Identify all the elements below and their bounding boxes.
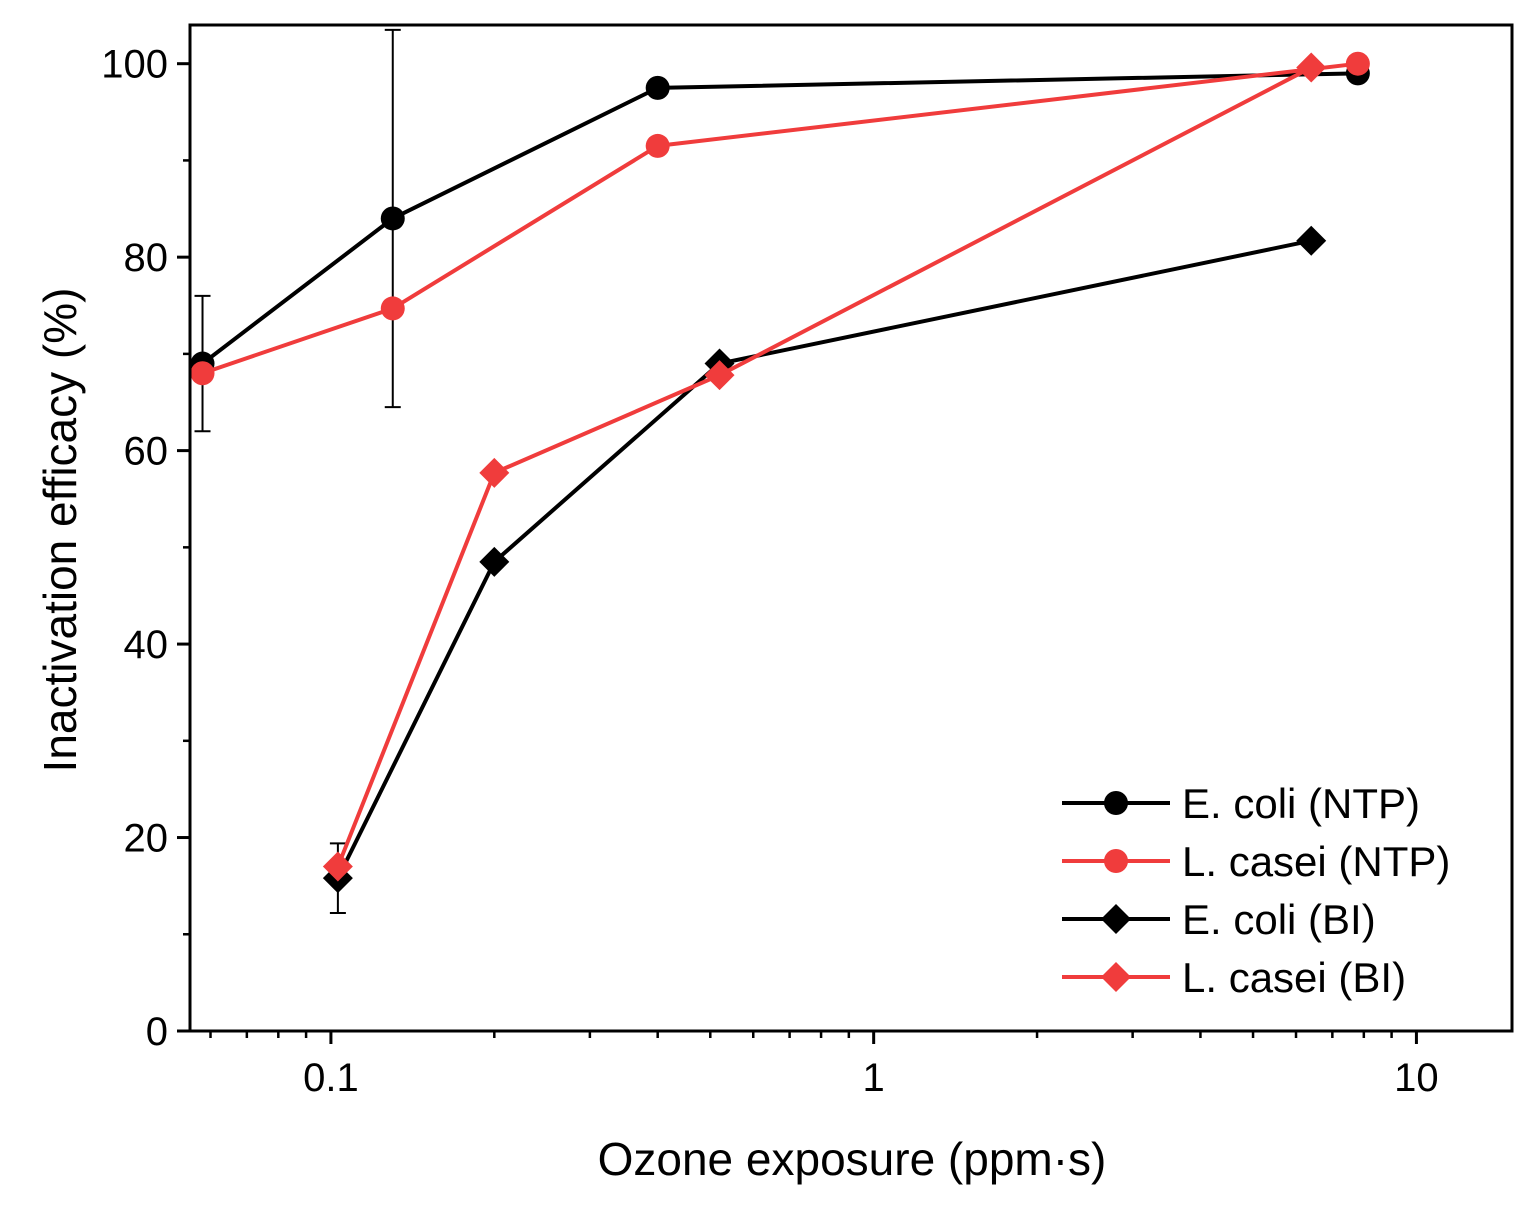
legend-marker-e-coli-ntp bbox=[1104, 791, 1128, 815]
y-tick-label: 60 bbox=[124, 430, 169, 474]
legend-marker-e-coli-bi bbox=[1101, 904, 1131, 934]
legend-marker-l-casei-bi bbox=[1101, 962, 1131, 992]
y-axis-title: Inactivation efficacy (%) bbox=[34, 288, 86, 773]
y-tick-label: 100 bbox=[101, 43, 168, 87]
data-point-l-casei-bi bbox=[704, 360, 735, 391]
data-point-e-coli-ntp bbox=[645, 75, 670, 100]
data-point-l-casei-ntp bbox=[190, 361, 215, 386]
data-point-l-casei-ntp bbox=[380, 296, 405, 321]
data-point-l-casei-bi bbox=[479, 457, 510, 488]
plot-frame bbox=[188, 23, 1514, 1033]
data-point-l-casei-bi bbox=[322, 851, 353, 882]
axes: 0 20 40 60 80 100 0.1 1 10 bbox=[101, 23, 1514, 1100]
legend-label-e-coli-ntp: E. coli (NTP) bbox=[1182, 780, 1420, 827]
data-point-e-coli-ntp bbox=[380, 206, 405, 231]
legend-label-l-casei-ntp: L. casei (NTP) bbox=[1182, 838, 1450, 885]
x-tick-label: 0.1 bbox=[303, 1056, 359, 1100]
y-tick-label: 40 bbox=[124, 623, 169, 667]
data-point-l-casei-ntp bbox=[645, 133, 670, 158]
series-line-e-coli-ntp bbox=[201, 71, 1358, 366]
series-line-l-casei-ntp bbox=[201, 61, 1359, 376]
series-layer bbox=[190, 28, 1370, 914]
legend: E. coli (NTP) L. casei (NTP) E. coli (BI) L… bbox=[1062, 780, 1450, 1001]
legend-label-e-coli-bi: E. coli (BI) bbox=[1182, 896, 1376, 943]
x-tick-label: 1 bbox=[863, 1056, 885, 1100]
legend-label-l-casei-bi: L. casei (BI) bbox=[1182, 954, 1406, 1001]
data-point-l-casei-ntp bbox=[1345, 51, 1370, 76]
data-point-l-casei-bi bbox=[1296, 52, 1327, 83]
y-tick-label: 80 bbox=[124, 236, 169, 280]
data-point-e-coli-bi bbox=[1296, 225, 1327, 256]
x-axis-title: Ozone exposure (ppm·s) bbox=[598, 1133, 1107, 1185]
series-line-l-casei-bi bbox=[336, 65, 1313, 868]
legend-marker-l-casei-ntp bbox=[1104, 849, 1128, 873]
series-line-e-coli-bi bbox=[336, 238, 1312, 880]
data-point-e-coli-bi bbox=[479, 546, 510, 577]
y-tick-label: 0 bbox=[146, 1010, 168, 1054]
x-tick-label: 10 bbox=[1394, 1056, 1439, 1100]
y-tick-label: 20 bbox=[124, 817, 169, 861]
